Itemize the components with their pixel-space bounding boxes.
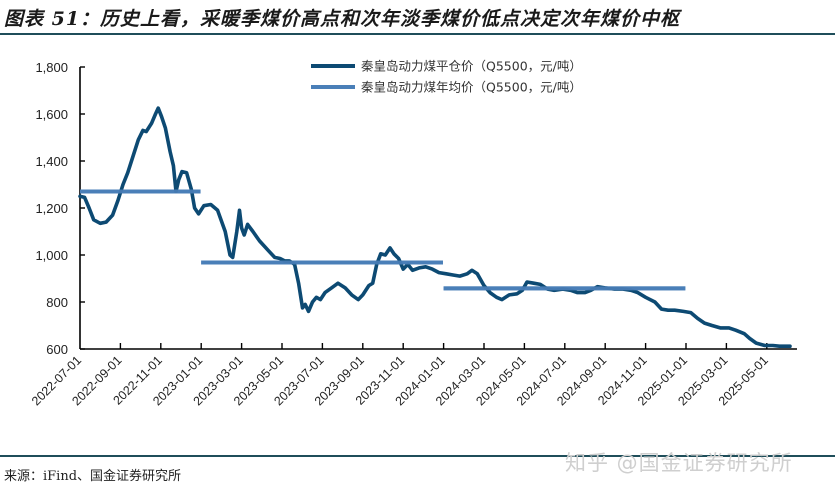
legend-label: 秦皇岛动力煤年均价（Q5500，元/吨） — [361, 80, 582, 95]
y-tick-label: 1,000 — [35, 248, 68, 263]
x-axis: 2022-07-012022-09-012022-11-012023-01-01… — [29, 343, 797, 408]
y-tick-label: 800 — [46, 295, 68, 310]
chart-series — [78, 106, 792, 349]
legend-label: 秦皇岛动力煤平仓价（Q5500，元/吨） — [361, 59, 582, 74]
y-tick-label: 600 — [46, 342, 68, 357]
spot-price-line — [78, 106, 792, 349]
footer-divider — [0, 455, 835, 457]
chart-legend: 秦皇岛动力煤平仓价（Q5500，元/吨） 秦皇岛动力煤年均价（Q5500，元/吨） — [311, 59, 582, 95]
y-tick-label: 1,600 — [35, 107, 68, 122]
source-note: 来源：iFind、国金证券研究所 — [4, 469, 182, 484]
line-chart: 600 800 1,000 1,200 1,400 1,600 1,800 2022-07-… — [29, 59, 797, 408]
chart-title: 图表 51：历史上看，采暖季煤价高点和次年淡季煤价低点决定次年煤价中枢 — [4, 8, 681, 30]
title-divider — [0, 33, 835, 35]
y-tick-label: 1,400 — [35, 154, 68, 169]
y-tick-label: 1,200 — [35, 201, 68, 216]
watermark: 知乎 @国金证券研究所 — [565, 451, 793, 475]
y-axis: 600 800 1,000 1,200 1,400 1,600 1,800 — [35, 60, 85, 357]
y-tick-label: 1,800 — [35, 60, 68, 75]
